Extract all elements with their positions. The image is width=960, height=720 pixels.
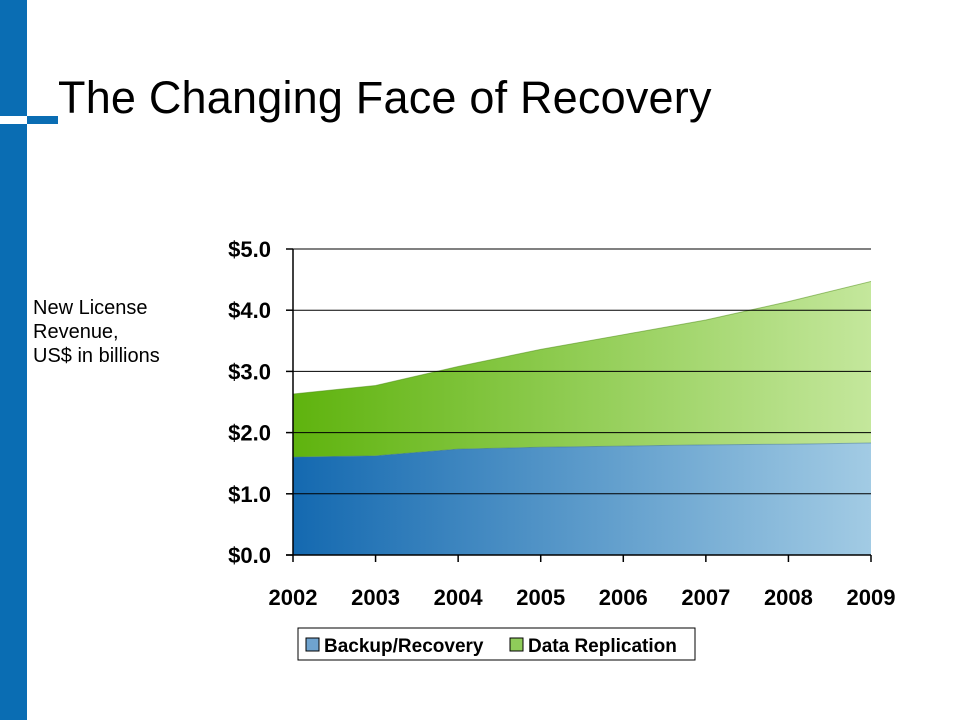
x-tick-label: 2009 — [847, 585, 896, 610]
axes — [286, 248, 872, 562]
x-tick-label: 2007 — [681, 585, 730, 610]
y-tick-label: $2.0 — [228, 421, 271, 446]
x-tick-label: 2006 — [599, 585, 648, 610]
gridlines — [293, 248, 871, 495]
y-tick-label: $4.0 — [228, 298, 271, 323]
legend-label-backup-recovery: Backup/Recovery — [324, 636, 484, 657]
x-tick-label: 2008 — [764, 585, 813, 610]
y-tick-label: $1.0 — [228, 482, 271, 507]
x-tick-label: 2005 — [516, 585, 565, 610]
slide-title: The Changing Face of Recovery — [58, 72, 712, 123]
y-tick-label: $0.0 — [228, 543, 271, 568]
series-areas — [292, 280, 872, 555]
y-tick-labels: $0.0 $1.0 $2.0 $3.0 $4.0 $5.0 — [228, 237, 271, 568]
side-bar — [0, 0, 27, 116]
y-tick-label: $3.0 — [228, 359, 271, 384]
side-bar-lower — [0, 124, 27, 720]
area-data-replication — [293, 281, 871, 458]
x-tick-labels: 2002 2003 2004 2005 2006 2007 2008 2009 — [269, 585, 896, 610]
x-tick-label: 2004 — [434, 585, 484, 610]
y-caption-line-1: New License — [33, 297, 148, 319]
y-tick-label: $5.0 — [228, 237, 271, 262]
line-backup-recovery — [292, 442, 872, 458]
legend-swatch-data-replication — [509, 637, 524, 652]
legend-box — [297, 627, 696, 661]
area-backup-recovery — [293, 443, 871, 555]
side-bar-notch — [27, 116, 58, 124]
x-tick-label: 2002 — [269, 585, 318, 610]
legend-swatch-backup-recovery — [305, 637, 320, 652]
y-axis-caption: New License Revenue, US$ in billions — [33, 296, 213, 368]
y-caption-line-2: Revenue, — [33, 321, 119, 343]
legend: Backup/Recovery Data Replication — [297, 627, 696, 661]
legend-label-data-replication: Data Replication — [528, 636, 677, 657]
x-tick-label: 2003 — [351, 585, 400, 610]
line-data-replication — [292, 280, 872, 395]
y-caption-line-3: US$ in billions — [33, 345, 160, 367]
